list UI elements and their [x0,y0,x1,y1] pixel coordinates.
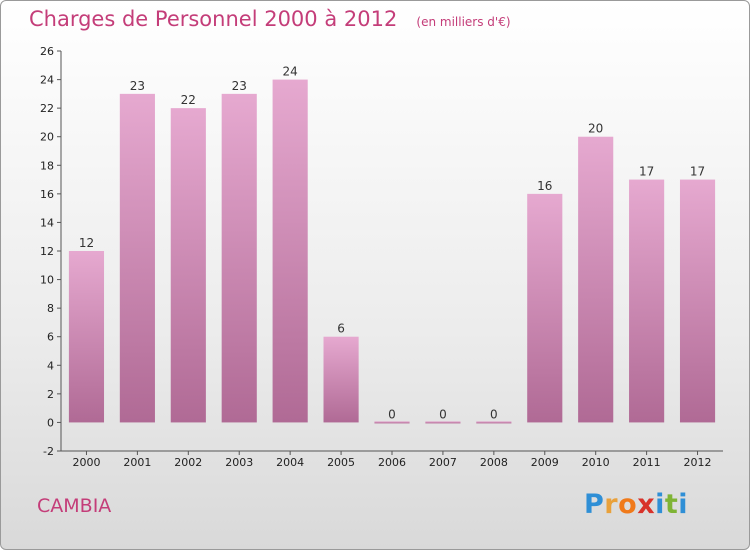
y-tick-label: 24 [40,74,54,87]
y-tick-label: 26 [40,45,54,58]
value-label-2003: 23 [232,79,247,93]
bar-2010 [578,136,614,423]
x-tick-label: 2010 [582,456,610,469]
x-tick-label: 2000 [72,456,100,469]
value-label-2002: 22 [181,93,196,107]
place-name: CAMBIA [37,495,112,517]
bar-2001 [119,93,155,423]
x-tick-label: 2008 [480,456,508,469]
value-label-2012: 17 [690,165,705,179]
y-tick-label: 16 [40,188,54,201]
logo-letter: r [604,489,619,520]
value-label-2001: 23 [130,79,145,93]
bar-2008 [476,421,512,424]
y-tick-label: 18 [40,159,54,172]
logo-letter: i [655,489,665,520]
x-tick-label: 2009 [531,456,559,469]
bar-2007 [425,421,461,424]
chart-title: Charges de Personnel 2000 à 2012 [29,7,398,31]
value-label-2007: 0 [439,407,447,421]
bar-2005 [323,336,359,423]
value-label-2008: 0 [490,407,498,421]
value-label-2010: 20 [588,122,603,136]
x-tick-label: 2004 [276,456,304,469]
y-tick-label: 2 [47,388,54,401]
bar-2009 [527,193,563,423]
x-tick-label: 2007 [429,456,457,469]
x-tick-label: 2011 [633,456,661,469]
bar-2000 [68,251,105,423]
y-tick-label: 8 [47,302,54,315]
logo-letter: i [678,489,689,520]
logo-letter: t [664,489,679,520]
x-tick-label: 2005 [327,456,355,469]
y-tick-label: 0 [47,416,54,429]
bar-2012 [679,179,716,423]
y-tick-label: -2 [43,445,54,458]
bar-2011 [629,179,665,423]
x-tick-label: 2001 [123,456,151,469]
bar-2003 [221,93,257,423]
value-label-2005: 6 [337,322,345,336]
bar-2006 [374,421,410,424]
bar-2004 [272,79,308,423]
logo-letter: P [584,489,605,520]
proxiti-logo: Proxiti [584,489,688,520]
y-tick-label: 14 [40,216,54,229]
x-tick-label: 2002 [174,456,202,469]
value-label-2004: 24 [283,65,298,79]
logo-letter: o [618,489,638,520]
x-tick-label: 2003 [225,456,253,469]
x-tick-label: 2006 [378,456,406,469]
title-row: Charges de Personnel 2000 à 2012 (en mil… [29,7,511,31]
y-tick-label: 6 [47,331,54,344]
x-tick-label: 2012 [684,456,712,469]
logo-letter: x [637,489,656,520]
value-label-2006: 0 [388,407,396,421]
bar-2002 [170,108,206,423]
y-tick-label: 20 [40,131,54,144]
y-tick-label: 10 [40,274,54,287]
y-tick-label: 4 [47,359,54,372]
value-label-2011: 17 [639,165,654,179]
value-label-2000: 12 [79,236,94,250]
chart-subtitle: (en milliers d'€) [416,15,511,29]
y-tick-label: 22 [40,102,54,115]
value-label-2009: 16 [537,179,552,193]
y-tick-label: 12 [40,245,54,258]
